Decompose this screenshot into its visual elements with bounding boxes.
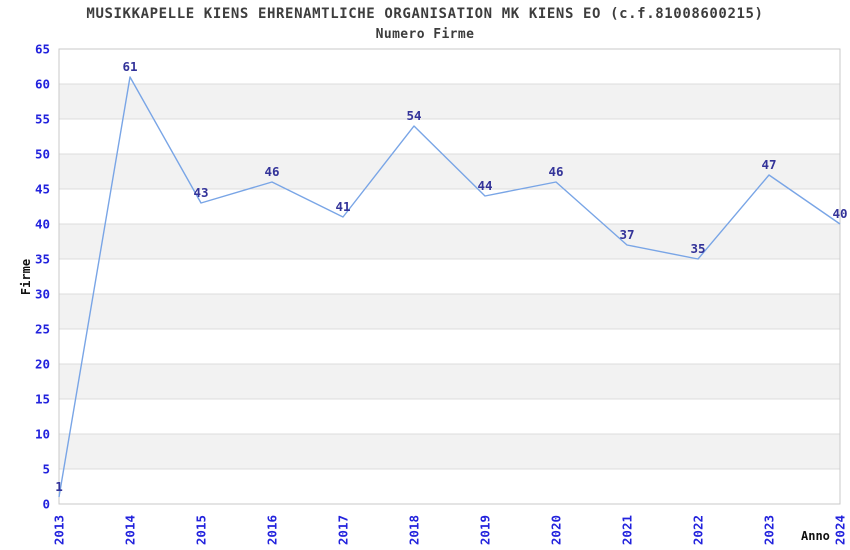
chart-subtitle: Numero Firme <box>375 27 475 42</box>
x-tick-label: 2017 <box>336 515 351 545</box>
x-tick-label: 2013 <box>52 515 67 545</box>
grid-band <box>59 84 840 119</box>
data-label: 37 <box>619 227 634 242</box>
x-tick-label: 2019 <box>478 515 493 545</box>
y-tick-label: 0 <box>42 497 50 512</box>
y-tick-label: 30 <box>35 287 50 302</box>
y-tick-label: 10 <box>35 427 50 442</box>
y-tick-label: 55 <box>35 112 50 127</box>
x-tick-label: 2023 <box>762 515 777 545</box>
y-tick-label: 5 <box>42 462 50 477</box>
grid-band <box>59 294 840 329</box>
y-tick-label: 50 <box>35 147 50 162</box>
plot-border <box>58 48 841 505</box>
y-tick-label: 65 <box>35 42 50 57</box>
data-label: 41 <box>335 199 350 214</box>
chart-title: MUSIKKAPELLE KIENS EHRENAMTLICHE ORGANIS… <box>86 6 764 22</box>
data-label: 46 <box>548 164 563 179</box>
data-line <box>58 76 841 498</box>
x-tick-label: 2018 <box>407 515 422 545</box>
x-axis-label: Anno <box>801 529 830 543</box>
x-tick-label: 2021 <box>620 515 635 545</box>
data-label: 43 <box>193 185 208 200</box>
x-tick-label: 2014 <box>123 515 138 545</box>
grid-band <box>59 434 840 469</box>
x-tick-label: 2016 <box>265 515 280 545</box>
y-tick-label: 35 <box>35 252 50 267</box>
data-label: 1 <box>55 479 63 494</box>
x-tick-label: 2015 <box>194 515 209 545</box>
grid-band <box>59 364 840 399</box>
data-label: 44 <box>477 178 492 193</box>
data-label: 35 <box>690 241 705 256</box>
x-tick-label: 2020 <box>549 515 564 545</box>
y-tick-label: 40 <box>35 217 50 232</box>
y-tick-label: 25 <box>35 322 50 337</box>
x-tick-label: 2022 <box>691 515 706 545</box>
y-tick-label: 15 <box>35 392 50 407</box>
data-label: 46 <box>264 164 279 179</box>
y-tick-label: 45 <box>35 182 50 197</box>
y-tick-label: 60 <box>35 77 50 92</box>
x-tick-label: 2024 <box>833 515 848 545</box>
data-label: 54 <box>406 108 421 123</box>
data-label: 40 <box>832 206 847 221</box>
data-label: 47 <box>761 157 776 172</box>
y-tick-label: 20 <box>35 357 50 372</box>
grid-band <box>59 224 840 259</box>
data-label: 61 <box>122 59 137 74</box>
